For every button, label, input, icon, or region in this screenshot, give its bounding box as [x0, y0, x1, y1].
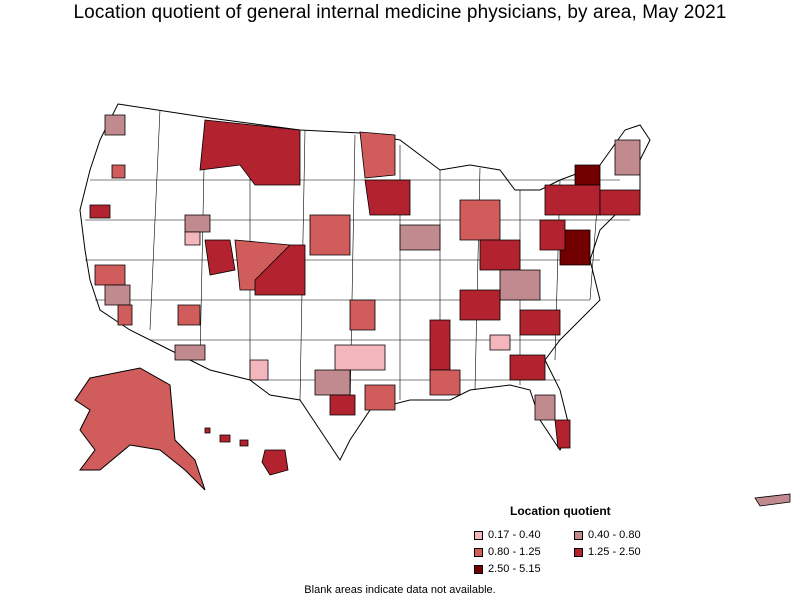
area-c4 — [89, 204, 111, 219]
legend-label: 0.40 - 0.80 — [588, 529, 641, 541]
area-c2 — [104, 114, 126, 136]
area-c1 — [249, 359, 269, 381]
area-c2 — [104, 284, 131, 306]
area-c3 — [459, 199, 501, 241]
area-c3 — [117, 304, 133, 326]
legend-swatch-icon — [574, 530, 583, 540]
area-c4 — [204, 239, 236, 276]
area-c2 — [314, 369, 351, 396]
area-c1 — [489, 334, 511, 351]
legend-swatch-icon — [474, 564, 483, 574]
legend-label: 2.50 - 5.15 — [488, 563, 541, 575]
area-c3 — [177, 304, 201, 326]
area-c5 — [559, 229, 591, 266]
area-c4 — [479, 239, 521, 271]
area-c2 — [499, 269, 541, 301]
area-c2 — [174, 344, 206, 361]
area-c2 — [534, 394, 556, 421]
area-c2 — [184, 214, 211, 233]
area-c4 — [509, 354, 546, 381]
map-title: Location quotient of general internal me… — [73, 2, 727, 23]
legend-swatch-icon — [474, 530, 483, 540]
area-c4 — [254, 244, 306, 296]
puerto-rico — [754, 493, 791, 507]
area-c3 — [429, 369, 461, 396]
area-c3 — [359, 131, 396, 179]
legend-item-1: 0.40 - 0.80 — [574, 529, 641, 541]
area-c2 — [614, 139, 641, 176]
alaska — [74, 367, 206, 491]
area-c3 — [364, 384, 396, 411]
legend-label: 0.17 - 0.40 — [488, 529, 541, 541]
legend-item-2: 0.80 - 1.25 — [474, 546, 541, 558]
legend-label: 1.25 - 2.50 — [588, 546, 641, 558]
area-c5 — [574, 164, 601, 186]
area-c3 — [349, 299, 376, 331]
legend-item-0: 0.17 - 0.40 — [474, 529, 541, 541]
area-c1 — [334, 344, 386, 371]
area-c4 — [199, 119, 301, 186]
area-c4 — [554, 419, 571, 449]
area-c1 — [184, 231, 201, 246]
hawaii — [204, 427, 289, 476]
legend-label: 0.80 - 1.25 — [488, 546, 541, 558]
area-c4 — [429, 319, 451, 371]
area-c3 — [309, 214, 351, 256]
area-c4 — [599, 189, 641, 216]
shaded-areas — [89, 114, 641, 449]
area-c4 — [544, 184, 601, 216]
legend-item-3: 1.25 - 2.50 — [574, 546, 641, 558]
area-c4 — [329, 394, 356, 416]
legend-swatch-icon — [474, 547, 483, 557]
area-c3 — [94, 264, 126, 286]
legend-swatch-icon — [574, 547, 583, 557]
area-c2 — [399, 224, 441, 251]
footnote: Blank areas indicate data not available. — [304, 584, 496, 596]
legend-item-4: 2.50 - 5.15 — [474, 563, 541, 575]
area-c4 — [539, 219, 566, 251]
legend-title: Location quotient — [510, 504, 611, 518]
area-c4 — [364, 179, 411, 216]
area-c4 — [519, 309, 561, 336]
area-c3 — [111, 164, 126, 179]
area-c4 — [459, 289, 501, 321]
